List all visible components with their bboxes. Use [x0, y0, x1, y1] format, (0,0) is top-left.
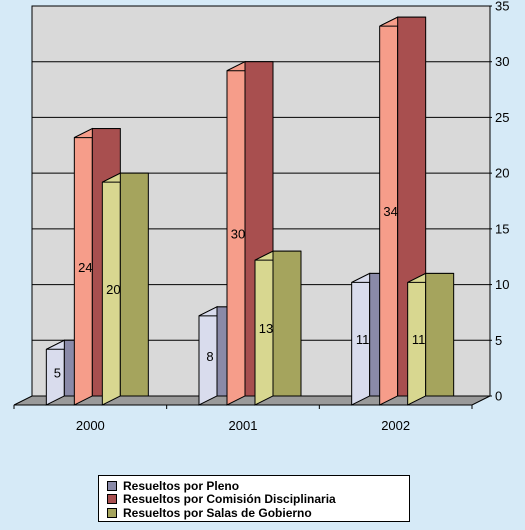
- y-tick-label-25: 25: [495, 110, 509, 125]
- legend-item-0: Resueltos por Pleno: [107, 479, 409, 493]
- y-tick-label-10: 10: [495, 277, 509, 292]
- y-tick-label-30: 30: [495, 54, 509, 69]
- legend-label-1: Resueltos por Comisión Disciplinaria: [123, 492, 336, 507]
- legend-item-1: Resueltos por Comisión Disciplinaria: [107, 492, 409, 507]
- bar-2-2001: [272, 250, 302, 397]
- data-label-1-2001: 30: [231, 226, 245, 241]
- y-tick-label-15: 15: [495, 221, 509, 236]
- data-label-0-2001: 8: [206, 349, 213, 364]
- data-label-1-2002: 34: [383, 204, 397, 219]
- legend-item-2: Resueltos por Salas de Gobierno: [107, 506, 409, 520]
- legend-swatch-0: [107, 480, 117, 491]
- data-label-2-2002: 11: [412, 332, 426, 347]
- data-label-0-2000: 5: [54, 366, 61, 381]
- legend-swatch-1: [107, 494, 117, 505]
- y-tick-label-0: 0: [495, 389, 502, 404]
- legend: Resueltos por Pleno Resueltos por Comisió…: [98, 475, 410, 522]
- bar-2-2000: [119, 172, 149, 397]
- x-tick-label-2000: 2000: [76, 418, 105, 433]
- legend-label-2: Resueltos por Salas de Gobierno: [123, 505, 312, 520]
- bar-chart: 0 5 10 15 20 25 30 35 2000 5 24 20 2001 8 30 13 2002 11 34…: [13, 0, 509, 433]
- bar-2-2002: [425, 272, 455, 397]
- y-tick-label-35: 35: [495, 0, 509, 14]
- legend-swatch-2: [107, 507, 117, 518]
- data-label-0-2002: 11: [356, 332, 370, 347]
- legend-label-0: Resueltos por Pleno: [123, 478, 240, 493]
- y-tick-label-20: 20: [495, 166, 509, 181]
- x-tick-label-2002: 2002: [381, 418, 410, 433]
- data-label-2-2000: 20: [106, 282, 120, 297]
- data-label-1-2000: 24: [78, 260, 92, 275]
- data-label-2-2001: 13: [259, 321, 273, 336]
- y-tick-label-5: 5: [495, 333, 502, 348]
- x-tick-label-2001: 2001: [229, 418, 258, 433]
